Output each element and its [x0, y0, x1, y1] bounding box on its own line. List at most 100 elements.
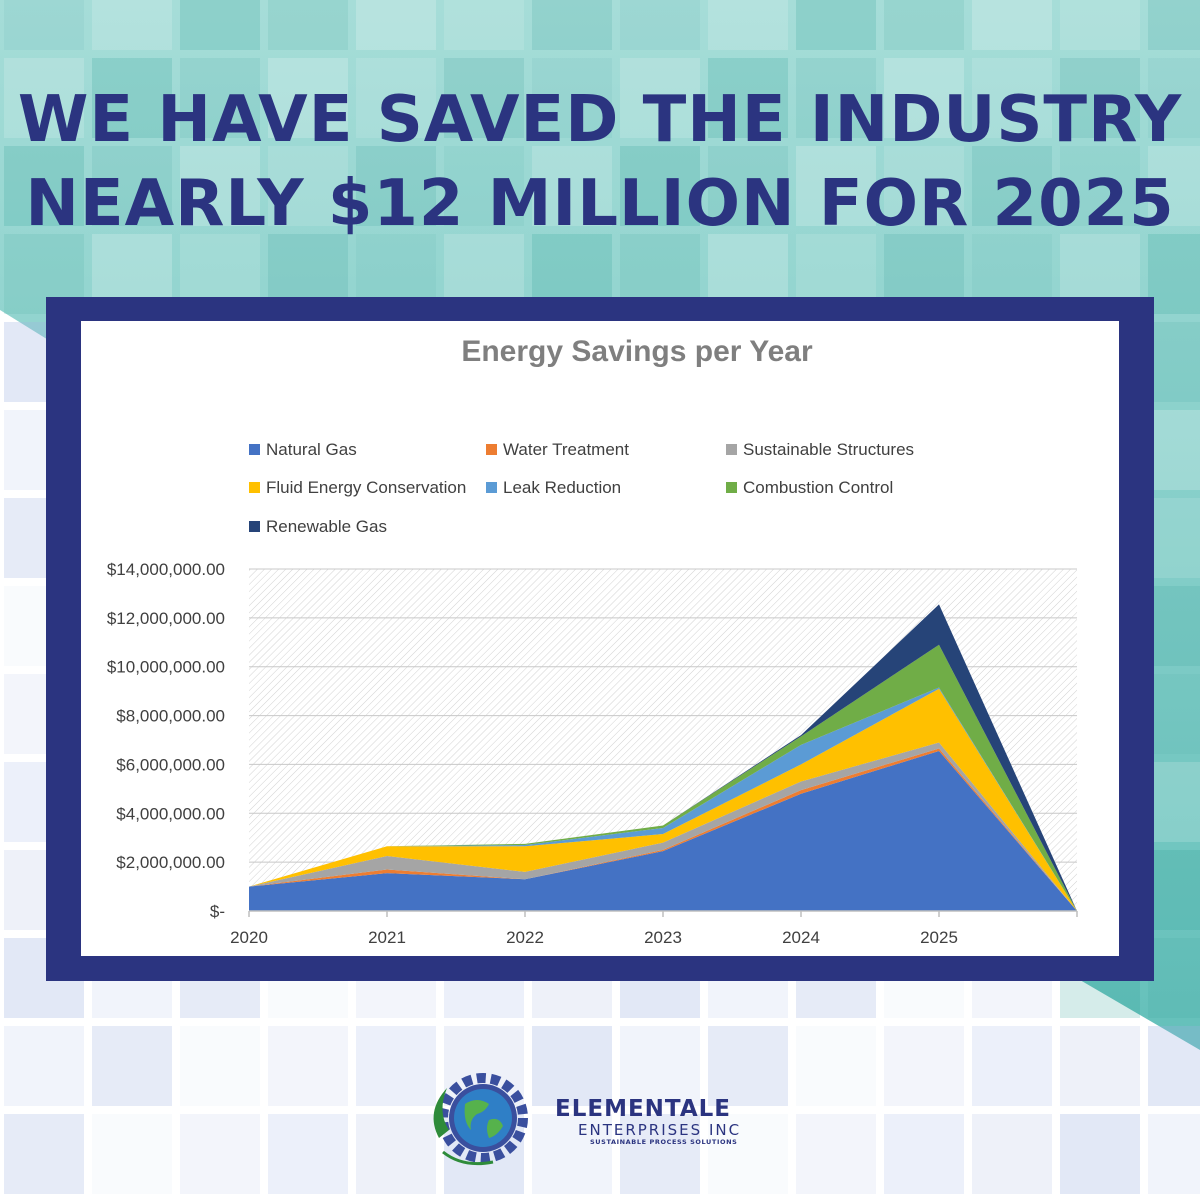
background-tile	[268, 1114, 348, 1194]
legend-label: Fluid Energy Conservation	[266, 478, 466, 497]
background-tile	[972, 146, 1052, 226]
brand-subtitle: ENTERPRISES INC	[578, 1121, 742, 1139]
background-tile	[796, 1114, 876, 1194]
background-tile	[532, 1026, 612, 1106]
background-tile	[972, 1026, 1052, 1106]
background-tile	[1148, 1114, 1200, 1194]
background-tile	[796, 0, 876, 50]
y-axis-tick-labels: $- $2,000,000.00 $4,000,000.00 $6,000,000.0…	[107, 560, 225, 921]
legend-swatch	[249, 444, 260, 455]
background-tile	[4, 1026, 84, 1106]
legend-label: Water Treatment	[503, 440, 629, 459]
background-tile	[4, 58, 84, 138]
background-tile	[708, 146, 788, 226]
background-tile	[4, 146, 84, 226]
background-tile	[884, 146, 964, 226]
chart-title: Energy Savings per Year	[461, 335, 813, 368]
background-tile	[1148, 234, 1200, 314]
headline-line-2: NEARLY $12 MILLION FOR 2025	[25, 167, 1175, 241]
background-tile	[180, 1114, 260, 1194]
background-tile	[180, 146, 260, 226]
background-tile	[1148, 586, 1200, 666]
background-tile	[620, 58, 700, 138]
background-tile	[796, 1026, 876, 1106]
x-tick-label: 2022	[506, 928, 544, 947]
background-tile	[1148, 0, 1200, 50]
background-tile	[1060, 1026, 1140, 1106]
y-tick-label: $12,000,000.00	[107, 609, 225, 628]
background-tile	[532, 58, 612, 138]
background-tile	[708, 1114, 788, 1194]
background-tile	[180, 58, 260, 138]
area-fluid-energy-conservation	[249, 688, 1077, 911]
background-tile	[356, 0, 436, 50]
x-tick-label: 2024	[782, 928, 820, 947]
background-tile	[92, 0, 172, 50]
legend-swatch	[249, 482, 260, 493]
axes	[248, 910, 1078, 917]
brand-tagline: SUSTAINABLE PROCESS SOLUTIONS	[590, 1138, 738, 1146]
background-tile	[1060, 0, 1140, 50]
area-chart: Energy Savings per Year Natural Gas Water…	[107, 335, 1078, 947]
company-logo: ELEMENTALE ENTERPRISES INC SUSTAINABLE P…	[425, 1072, 785, 1172]
brand-name: ELEMENTALE	[555, 1096, 731, 1122]
chart-legend: Natural Gas Water Treatment Sustainable St…	[249, 440, 914, 536]
y-tick-label: $10,000,000.00	[107, 658, 225, 677]
background-tile	[92, 146, 172, 226]
legend-swatch	[249, 521, 260, 532]
background-tile	[884, 1114, 964, 1194]
background-tile	[1148, 850, 1200, 930]
background-tile	[884, 1026, 964, 1106]
background-tile	[1060, 146, 1140, 226]
background-tile	[1148, 938, 1200, 1018]
y-tick-label: $6,000,000.00	[116, 755, 225, 774]
background-tile	[268, 58, 348, 138]
chart-panel: Energy Savings per Year Natural Gas Water…	[81, 321, 1119, 956]
background-tile	[268, 1026, 348, 1106]
background-tile	[972, 58, 1052, 138]
background-tile	[92, 58, 172, 138]
y-tick-label: $4,000,000.00	[116, 804, 225, 823]
y-tick-label: $-	[210, 902, 225, 921]
y-tick-label: $2,000,000.00	[116, 853, 225, 872]
background-tile	[1148, 498, 1200, 578]
background-tile	[1060, 58, 1140, 138]
legend-label: Natural Gas	[266, 440, 357, 459]
background-tile	[620, 146, 700, 226]
background-tile	[356, 1114, 436, 1194]
area-series	[249, 604, 1077, 911]
background-tile	[1148, 1026, 1200, 1106]
area-combustion-control	[249, 644, 1077, 911]
y-tick-label: $14,000,000.00	[107, 560, 225, 579]
background-tile	[620, 0, 700, 50]
background-tile	[180, 0, 260, 50]
background-tile	[356, 1026, 436, 1106]
background-tile	[620, 1026, 700, 1106]
background-tile	[532, 146, 612, 226]
background-tile	[1148, 58, 1200, 138]
background-tile	[92, 1026, 172, 1106]
legend-label: Renewable Gas	[266, 517, 387, 536]
background-tile	[708, 0, 788, 50]
chart-frame: Energy Savings per Year Natural Gas Water…	[46, 297, 1154, 981]
legend-swatch	[726, 482, 737, 493]
background-tile	[92, 1114, 172, 1194]
background-tile	[708, 1026, 788, 1106]
background-tile	[268, 0, 348, 50]
background-tile	[4, 0, 84, 50]
background-tile	[972, 1114, 1052, 1194]
background-tile	[972, 0, 1052, 50]
background-tile	[796, 146, 876, 226]
legend-label: Combustion Control	[743, 478, 893, 497]
x-axis-tick-labels: 2020 2021 2022 2023 2024 2025	[230, 928, 958, 947]
globe-gear-icon	[433, 1073, 528, 1166]
background-tile	[884, 58, 964, 138]
background-tile	[796, 58, 876, 138]
background-tile	[884, 0, 964, 50]
background-tile	[1148, 674, 1200, 754]
background-tile	[620, 1114, 700, 1194]
background-tile	[356, 146, 436, 226]
background-tile	[444, 0, 524, 50]
y-tick-label: $8,000,000.00	[116, 707, 225, 726]
